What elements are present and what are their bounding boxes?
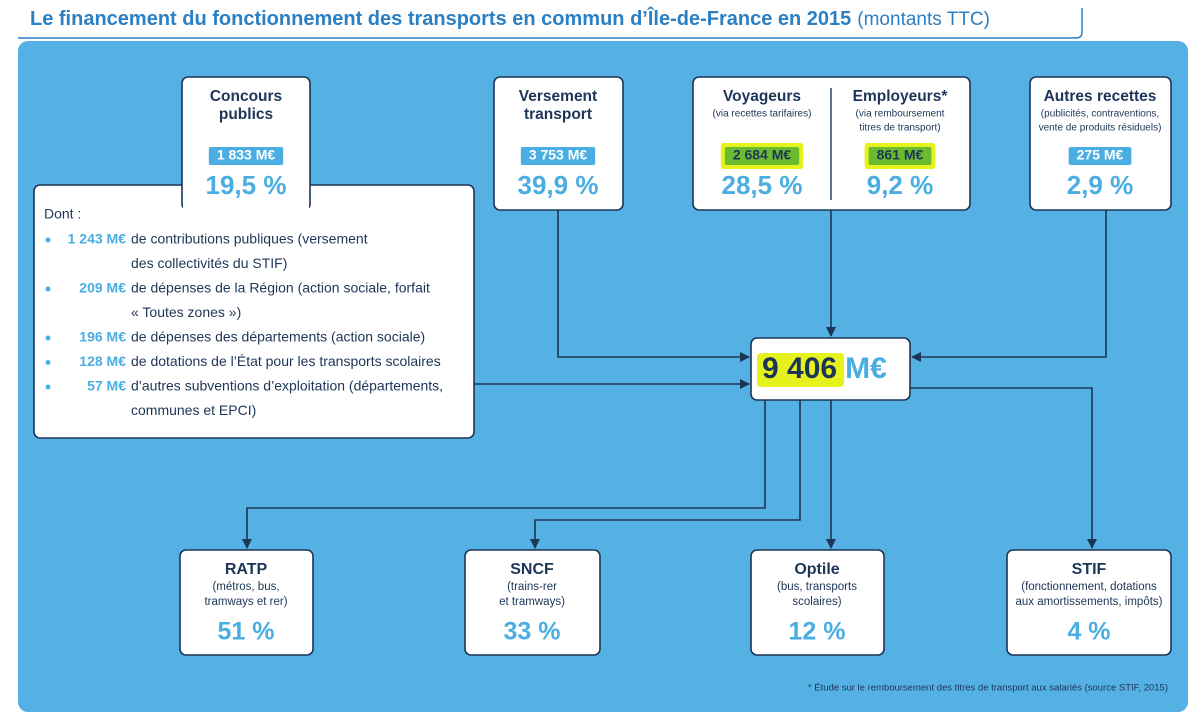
- source-subtitle: vente de produits résiduels): [1039, 123, 1162, 134]
- recipient-subtitle: tramways et rer): [204, 596, 287, 608]
- recipient-box: [179, 549, 314, 656]
- share: 9,2 %: [867, 170, 934, 200]
- source-subtitle: (via remboursement: [856, 109, 945, 120]
- source-title: Concours: [210, 88, 282, 105]
- recipient-subtitle: et tramways): [499, 596, 565, 608]
- item-text: « Toutes zones »): [131, 304, 241, 320]
- amount-badge: [208, 147, 284, 165]
- recipient-subtitle: (fonctionnement, dotations: [1021, 581, 1157, 593]
- recipient-subtitle: (bus, transports: [777, 581, 857, 593]
- source-title: Employeurs*: [853, 88, 949, 105]
- item-amount: 128 M€: [79, 353, 126, 369]
- source-title: transport: [524, 106, 592, 123]
- item-amount: 57 M€: [87, 378, 126, 394]
- source-box: [1029, 76, 1172, 211]
- item-text: de dépenses de la Région (action sociale…: [131, 280, 430, 296]
- footnote: * Étude sur le remboursement des titres …: [808, 683, 1168, 694]
- title: Le financement du fonctionnement des tra…: [30, 6, 990, 30]
- recipient-name: Optile: [794, 561, 839, 578]
- item-text: d’autres subventions d’exploitation (dép…: [131, 378, 443, 394]
- item-text: de dotations de l’État pour les transpor…: [131, 353, 441, 369]
- bullet: [45, 237, 51, 243]
- recipient-box: [1006, 549, 1172, 656]
- item-text: communes et EPCI): [131, 402, 256, 418]
- recipient-share: 4 %: [1067, 618, 1110, 646]
- source-title: publics: [219, 106, 273, 123]
- item-amount: 209 M€: [79, 280, 126, 296]
- recipient-share: 33 %: [504, 618, 561, 646]
- bullet: [45, 286, 51, 292]
- share: 2,9 %: [1067, 170, 1134, 200]
- recipient-name: SNCF: [510, 561, 554, 578]
- recipient-subtitle: aux amortissements, impôts): [1016, 596, 1163, 608]
- arrow: [911, 210, 1107, 362]
- item-text: de contributions publiques (versement: [131, 231, 368, 247]
- arrow: [530, 400, 801, 549]
- source-subtitle: titres de transport): [859, 123, 940, 134]
- recipient-subtitle: scolaires): [792, 596, 841, 608]
- source-subtitle: (via recettes tarifaires): [713, 109, 812, 120]
- recipient-name: RATP: [225, 561, 268, 578]
- source-box: [493, 76, 624, 211]
- share: 39,9 %: [518, 170, 599, 200]
- total-amount: 9 406: [762, 352, 837, 385]
- arrow: [557, 210, 750, 362]
- title-rule: [18, 8, 1083, 39]
- recipient-box: [464, 549, 601, 656]
- source-subtitle: (publicités, contraventions,: [1041, 109, 1159, 120]
- item-amount: 196 M€: [79, 329, 126, 345]
- source-title: Versement: [519, 88, 597, 105]
- highlight: [757, 353, 845, 387]
- breakdown-box: [33, 184, 475, 439]
- amount: 1 833 M€: [217, 147, 276, 163]
- item-amount: 1 243 M€: [68, 231, 127, 247]
- amount-badge: [724, 147, 800, 165]
- bullet: [45, 384, 51, 390]
- amount: 861 M€: [877, 147, 924, 163]
- amount: 3 753 M€: [529, 147, 588, 163]
- total-unit: M€: [845, 352, 887, 385]
- recipient-share: 51 %: [218, 618, 275, 646]
- amount: 275 M€: [1077, 147, 1124, 163]
- amount-badge: [868, 147, 932, 165]
- recipient-name: STIF: [1072, 561, 1107, 578]
- item-text: de dépenses des départements (action soc…: [131, 329, 425, 345]
- share: 19,5 %: [206, 170, 287, 200]
- amount-badge: [520, 147, 596, 165]
- source-title: Voyageurs: [723, 88, 801, 105]
- title-note: (montants TTC): [857, 9, 990, 30]
- item-text: des collectivités du STIF): [131, 255, 287, 271]
- arrow: [910, 387, 1097, 549]
- share: 28,5 %: [722, 170, 803, 200]
- arrow: [242, 400, 766, 549]
- recipient-subtitle: (trains-rer: [507, 581, 557, 593]
- amount-badge: [1068, 147, 1132, 165]
- box-join: [183, 183, 309, 213]
- recipient-box: [750, 549, 885, 656]
- bullet: [45, 360, 51, 365]
- arrows: [242, 210, 1107, 549]
- recipient-share: 12 %: [789, 618, 846, 646]
- breakdown-title: Dont :: [44, 206, 81, 222]
- recipient-subtitle: (métros, bus,: [212, 581, 279, 593]
- amount: 2 684 M€: [733, 147, 792, 163]
- source-title: Autres recettes: [1044, 88, 1157, 105]
- bullet: [45, 335, 51, 341]
- title-main: Le financement du fonctionnement des tra…: [30, 6, 851, 30]
